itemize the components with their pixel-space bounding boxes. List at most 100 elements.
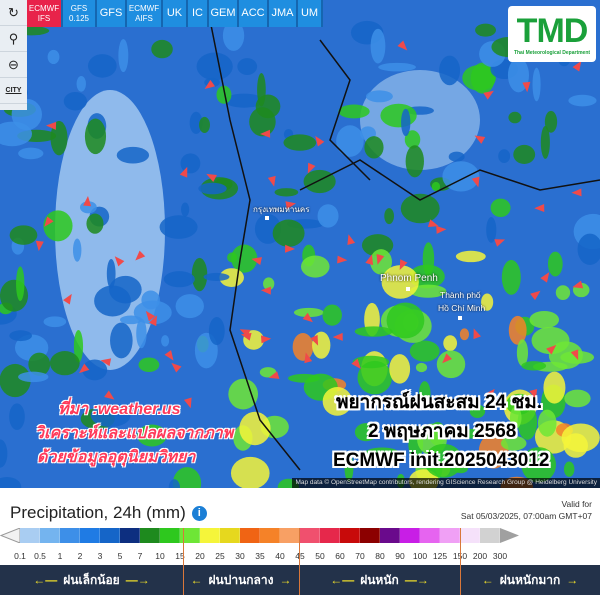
- colorbar-tick: 10: [155, 551, 165, 561]
- rain-cell: [459, 428, 494, 439]
- category-label: ฝนหนัก: [360, 572, 399, 587]
- rain-cell: [532, 67, 541, 102]
- rain-cell: [249, 107, 276, 137]
- rain-cell: [436, 350, 466, 379]
- rain-cell: [322, 386, 353, 416]
- rain-cell: [175, 294, 204, 319]
- rain-cell: [564, 389, 591, 408]
- wind-arrow-icon: [284, 244, 296, 253]
- rain-cell: [283, 134, 317, 151]
- location-pin-icon[interactable]: ⚲: [0, 26, 27, 52]
- divider-90mm: [460, 528, 461, 595]
- rain-cell: [216, 85, 232, 104]
- wind-arrow-icon: [206, 173, 217, 183]
- tab-ecmwf-ifs[interactable]: ECMWF IFS: [27, 0, 63, 27]
- rain-cell: [500, 435, 527, 451]
- rain-cell: [191, 257, 208, 292]
- source-line-1: ที่มา :weather.us: [58, 401, 181, 418]
- refresh-icon[interactable]: ↻: [0, 0, 27, 26]
- wind-arrow-icon: [100, 358, 112, 367]
- tab-gfs-0125[interactable]: GFS 0.125: [63, 0, 97, 27]
- colorbar-tick: 300: [492, 551, 508, 561]
- tmd-logo: TMD Thai Meteorological Department: [508, 6, 596, 62]
- tab-ecmwf-aifs[interactable]: ECMWF AIFS: [127, 0, 163, 27]
- rain-cell: [563, 433, 588, 458]
- rain-cell: [228, 378, 259, 410]
- rain-cell: [424, 443, 464, 478]
- rain-cell: [224, 93, 265, 108]
- rain-cell: [18, 147, 44, 160]
- tab-ic[interactable]: IC: [188, 0, 209, 27]
- rain-cell: [370, 249, 392, 275]
- map-attribution[interactable]: Map data © OpenStreetMap contributors, r…: [292, 478, 600, 488]
- wind-arrow-icon: [436, 225, 447, 234]
- wind-arrow-icon: [260, 129, 271, 138]
- legend-title-text: Precipitation, 24h (mm): [10, 503, 186, 522]
- rain-cell: [415, 362, 428, 373]
- rain-cell: [529, 310, 560, 329]
- wind-arrow-icon: [104, 390, 115, 400]
- colorbar-tick: 50: [315, 551, 325, 561]
- rain-cell: [159, 215, 198, 239]
- wind-arrow-icon: [251, 257, 262, 265]
- colorbar-cell: [200, 528, 220, 543]
- colorbar-cell: [40, 528, 60, 543]
- place-bangkok: กรุงเทพมหานคร: [253, 205, 310, 214]
- colorbar-cell: [120, 528, 140, 543]
- wind-arrow-icon: [164, 350, 174, 361]
- rain-cell: [378, 62, 416, 72]
- colorbar-tick: 1: [57, 551, 63, 561]
- precipitation-map[interactable]: กรุงเทพมหานคร Phnom Penh Thành phố Hồ Ch…: [0, 0, 600, 488]
- wind-arrow-icon: [427, 219, 439, 228]
- tab-uk[interactable]: UK: [163, 0, 188, 27]
- colorbar-tick: 15: [175, 551, 185, 561]
- colorbar-tick: 7: [137, 551, 143, 561]
- colorbar-cell: [80, 528, 100, 543]
- city-toggle-button[interactable]: CITY: [0, 78, 27, 104]
- rain-cell: [43, 210, 73, 242]
- info-icon[interactable]: i: [191, 506, 207, 521]
- wind-arrow-icon: [365, 254, 374, 266]
- wind-arrow-icon: [376, 253, 385, 265]
- phnom-penh-marker: [406, 287, 410, 291]
- rain-cell: [443, 335, 458, 352]
- wind-arrow-icon: [83, 195, 92, 207]
- wind-arrow-icon: [546, 344, 557, 355]
- colorbar-tick: 0.1: [14, 551, 26, 561]
- rain-cell: [198, 182, 227, 195]
- tab-jma[interactable]: JMA: [269, 0, 298, 27]
- rain-cell: [196, 52, 233, 81]
- colorbar-tick: 20: [195, 551, 205, 561]
- forecast-title-2: 2 พฤษภาคม 2568: [368, 421, 517, 442]
- wind-arrow-icon: [204, 79, 216, 89]
- colorbar-tick: 2: [77, 551, 83, 561]
- rain-cell: [486, 217, 497, 243]
- rain-cell: [181, 202, 190, 217]
- model-tabs: ECMWF IFS GFS 0.125 GFS ECMWF AIFS UK IC…: [27, 0, 323, 27]
- wind-arrow-icon: [268, 371, 280, 379]
- colorbar-cell: [400, 528, 420, 543]
- forecast-title-3: ECMWF init.2025043012: [333, 450, 550, 471]
- rain-cell: [90, 403, 131, 428]
- tab-gem[interactable]: GEM: [209, 0, 239, 27]
- rain-cell: [239, 411, 271, 446]
- zoom-out-icon[interactable]: ⊖: [0, 52, 27, 78]
- category-label: ฝนเล็กน้อย: [63, 572, 120, 587]
- source-line-2: วิเคราะห์และแปลผลจากภาพ: [35, 425, 234, 442]
- category-light-rain: ←— ฝนเล็กน้อย —→: [0, 565, 183, 595]
- wind-arrow-icon: [442, 353, 453, 364]
- rain-cell: [365, 90, 393, 103]
- tab-um[interactable]: UM: [298, 0, 323, 27]
- tab-acc[interactable]: ACC: [239, 0, 269, 27]
- rain-cell: [516, 339, 529, 367]
- valid-for: Valid for Sat 05/03/2025, 07:00am GMT+07: [461, 498, 592, 522]
- wind-arrow-icon: [471, 176, 480, 188]
- tab-gfs[interactable]: GFS: [97, 0, 127, 27]
- rain-cell: [455, 250, 486, 263]
- category-very-heavy-rain: ← ฝนหนักมาก →: [460, 565, 600, 595]
- rain-cell: [521, 447, 557, 483]
- wind-arrow-icon: [171, 362, 182, 373]
- colorbar-cell: [280, 528, 300, 543]
- rain-cell: [76, 75, 86, 92]
- rain-cell: [364, 136, 384, 159]
